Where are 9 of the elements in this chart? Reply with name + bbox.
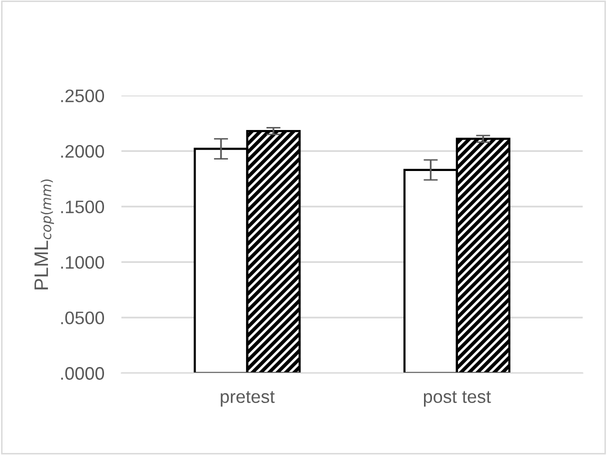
y-tick-label: .2000 bbox=[61, 144, 104, 158]
y-tick-label: .0000 bbox=[61, 367, 104, 380]
y-axis-title: PLML$_{cop(mm)}$ bbox=[34, 180, 54, 290]
y-tick-label: .2500 bbox=[61, 89, 104, 102]
x-tick-label: post test bbox=[424, 391, 491, 407]
y-tick-label: .0500 bbox=[61, 312, 104, 324]
y-tick-label: .1000 bbox=[61, 256, 104, 269]
x-tick-label: pretest bbox=[220, 391, 275, 407]
y-tick-label: .1500 bbox=[61, 200, 104, 214]
